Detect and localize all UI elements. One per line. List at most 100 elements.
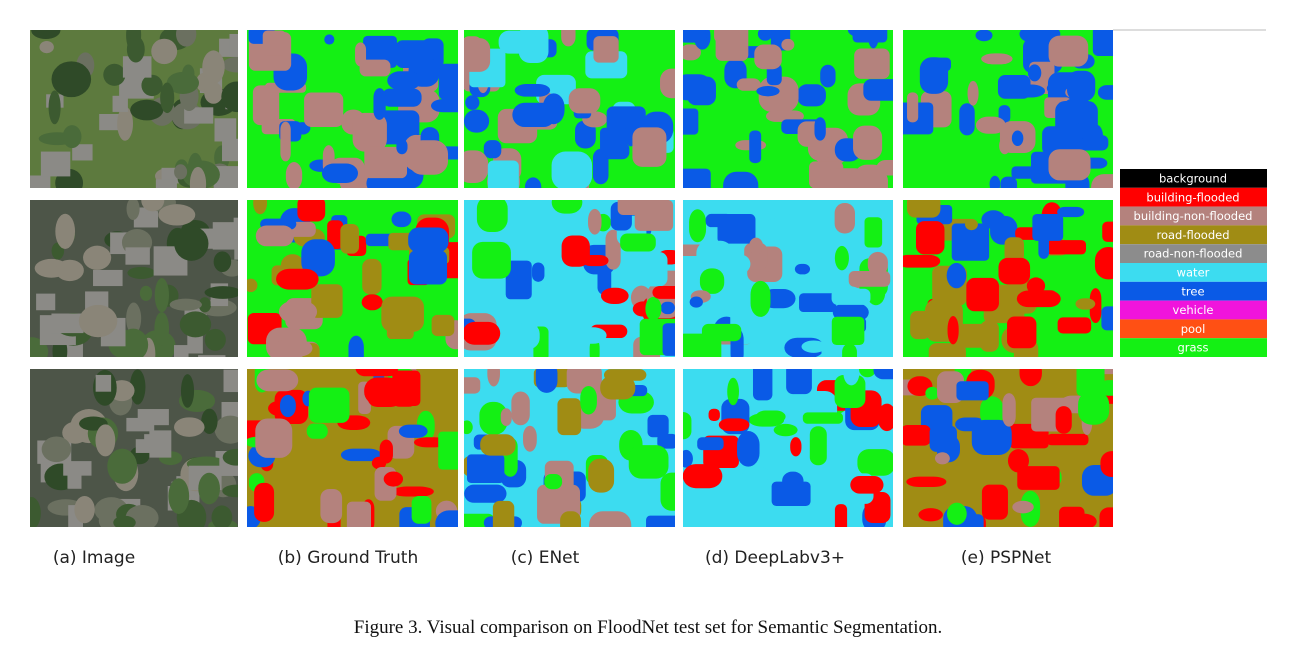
seg-blob — [736, 78, 761, 91]
seg-blob — [642, 252, 668, 287]
seg-blob — [483, 140, 502, 159]
tile-content — [247, 369, 458, 527]
seg-blob — [867, 251, 888, 276]
seg-blob — [1019, 369, 1042, 387]
seg-blob — [1057, 317, 1092, 334]
photo-blob — [67, 471, 82, 489]
seg-blob — [766, 110, 804, 122]
seg-blob — [1057, 206, 1085, 218]
seg-blob — [492, 500, 515, 527]
seg-blob — [718, 418, 750, 432]
seg-blob — [346, 501, 371, 527]
seg-blob — [910, 310, 931, 340]
photo-blob — [107, 448, 138, 484]
seg-blob — [379, 439, 393, 464]
seg-blob — [392, 370, 421, 406]
legend-swatch — [1120, 225, 1267, 245]
tile-content — [247, 30, 458, 188]
seg-blob — [505, 260, 532, 300]
seg-blob — [480, 434, 516, 456]
photo-blob — [154, 312, 170, 346]
photo-blob — [174, 226, 209, 261]
seg-blob — [697, 437, 724, 451]
seg-blob — [324, 34, 335, 45]
photo-blob — [214, 415, 238, 444]
legend-label: vehicle — [1173, 303, 1214, 317]
photo-blob — [78, 304, 118, 338]
photo-blob — [222, 57, 238, 73]
seg-blob — [858, 369, 877, 378]
tile-content — [464, 30, 675, 188]
seg-blob — [801, 340, 827, 353]
seg-blob — [683, 168, 711, 188]
photo-blob — [213, 166, 238, 188]
seg-blob — [1017, 466, 1060, 490]
photo-blob — [118, 328, 149, 357]
seg-blob — [411, 495, 432, 524]
seg-blob — [717, 214, 756, 244]
seg-blob — [915, 221, 945, 255]
seg-blob — [864, 217, 883, 248]
seg-blob — [689, 209, 707, 243]
seg-blob — [959, 103, 975, 136]
seg-blob — [903, 424, 931, 446]
seg-blob — [647, 414, 669, 438]
seg-blob — [600, 287, 629, 305]
seg-blob — [511, 391, 530, 426]
photo-blob — [117, 106, 134, 141]
seg-blob — [605, 343, 621, 357]
seg-blob — [907, 200, 941, 218]
photo-blob — [55, 213, 76, 249]
legend-swatch — [1120, 187, 1267, 207]
tile-content — [464, 369, 675, 527]
legend-label: tree — [1181, 284, 1204, 298]
seg-blob — [617, 200, 645, 216]
seg-blob — [1046, 240, 1086, 255]
seg-blob — [255, 225, 294, 247]
seg-blob — [273, 340, 313, 357]
seg-blob — [582, 255, 609, 267]
photo-blob — [176, 30, 197, 47]
seg-blob — [1012, 500, 1034, 514]
seg-blob — [580, 385, 597, 415]
seg-blob — [786, 369, 812, 395]
seg-blob — [1046, 433, 1089, 446]
column-label: (b) Ground Truth — [278, 548, 418, 568]
seg-blob — [560, 511, 581, 527]
seg-blob — [376, 110, 420, 145]
seg-blob — [466, 454, 505, 483]
seg-blob — [262, 30, 286, 56]
column-label: (c) ENet — [511, 548, 580, 568]
seg-blob — [383, 471, 404, 487]
photo-blob — [41, 436, 72, 463]
seg-blob — [1000, 176, 1018, 188]
seg-blob — [1048, 35, 1089, 67]
seg-blob — [514, 322, 540, 350]
seg-blob — [639, 318, 675, 356]
photo-blob — [127, 266, 156, 279]
seg-blob — [391, 211, 412, 228]
seg-blob — [464, 321, 501, 345]
seg-blob — [551, 151, 593, 188]
photo-blob — [213, 251, 232, 272]
seg-blob — [620, 233, 656, 252]
seg-blob — [979, 320, 999, 352]
photo-blob — [222, 138, 238, 162]
tile — [30, 369, 238, 527]
photo-blob — [168, 478, 190, 515]
seg-blob — [652, 285, 675, 299]
seg-blob — [588, 208, 602, 235]
tile — [247, 30, 458, 188]
seg-blob — [756, 85, 780, 97]
tile-content — [683, 200, 893, 357]
seg-blob — [843, 369, 860, 386]
seg-blob — [535, 369, 558, 393]
seg-blob — [998, 105, 1011, 124]
legend-label: water — [1177, 266, 1210, 280]
legend-swatch — [1120, 281, 1267, 301]
seg-blob — [975, 116, 1006, 134]
seg-blob — [285, 162, 303, 188]
legend-label: pool — [1181, 322, 1206, 336]
seg-blob — [253, 200, 268, 215]
tile — [683, 369, 893, 527]
